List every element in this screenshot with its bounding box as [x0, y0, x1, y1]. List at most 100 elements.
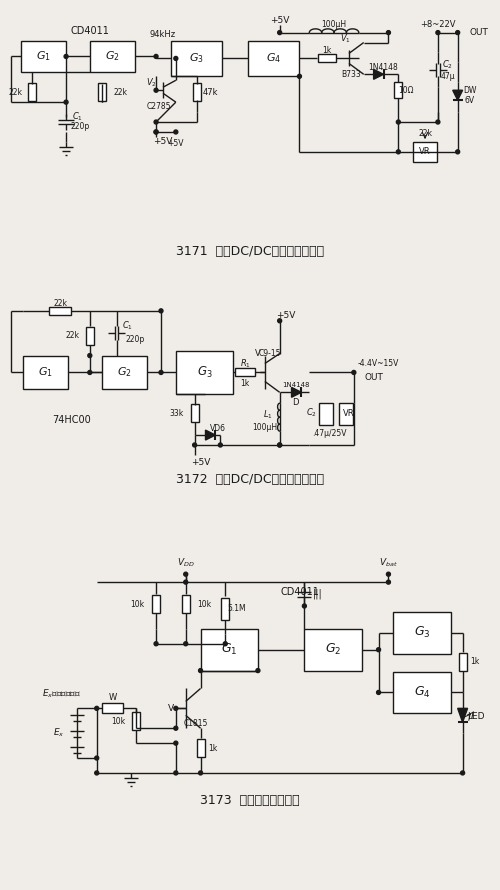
- Bar: [318, 54, 336, 62]
- Text: $V_{DD}$: $V_{DD}$: [177, 556, 194, 569]
- Text: 6V: 6V: [464, 95, 474, 105]
- Text: CD4011: CD4011: [70, 26, 109, 36]
- Text: V: V: [168, 704, 174, 713]
- Bar: [394, 672, 450, 713]
- Circle shape: [278, 443, 281, 447]
- Circle shape: [94, 756, 98, 760]
- Bar: [152, 595, 160, 613]
- Text: $G_2$: $G_2$: [325, 643, 341, 657]
- Text: .47μ/25V: .47μ/25V: [312, 429, 346, 438]
- Text: +5V: +5V: [191, 458, 210, 467]
- Bar: [86, 327, 94, 344]
- Circle shape: [154, 130, 158, 134]
- Text: +5V: +5V: [154, 137, 172, 146]
- Text: $L_1$: $L_1$: [263, 409, 272, 422]
- Text: 10Ω: 10Ω: [398, 85, 414, 94]
- Text: 47μ: 47μ: [440, 72, 455, 81]
- Circle shape: [184, 642, 188, 646]
- Text: $G_3$: $G_3$: [414, 626, 430, 641]
- Circle shape: [278, 30, 281, 35]
- Bar: [394, 82, 402, 98]
- Polygon shape: [452, 90, 462, 101]
- Text: 5.1M: 5.1M: [228, 604, 246, 613]
- Text: $C_2$: $C_2$: [442, 58, 454, 70]
- Circle shape: [174, 707, 178, 710]
- Circle shape: [460, 771, 464, 775]
- Bar: [339, 403, 353, 425]
- Circle shape: [224, 642, 228, 646]
- Text: $V_1$: $V_1$: [340, 32, 350, 44]
- Circle shape: [386, 572, 390, 576]
- Text: 10k: 10k: [198, 600, 211, 609]
- Circle shape: [154, 642, 158, 646]
- Text: 22k: 22k: [418, 129, 432, 139]
- Text: DW: DW: [463, 85, 476, 94]
- Bar: [319, 403, 333, 425]
- Text: +5V: +5V: [168, 140, 184, 149]
- Polygon shape: [374, 69, 384, 79]
- Bar: [132, 712, 140, 730]
- Bar: [176, 351, 233, 394]
- Circle shape: [302, 604, 306, 608]
- Text: $R_1$: $R_1$: [240, 357, 250, 369]
- Circle shape: [64, 54, 68, 59]
- Bar: [182, 595, 190, 613]
- Text: 1k: 1k: [470, 657, 479, 666]
- Bar: [90, 41, 136, 72]
- Text: $V_2$: $V_2$: [146, 76, 156, 88]
- Text: $G_4$: $G_4$: [266, 52, 281, 65]
- Polygon shape: [206, 430, 216, 440]
- Text: $V_{bat}$: $V_{bat}$: [379, 556, 398, 569]
- Text: $G_3$: $G_3$: [196, 365, 212, 380]
- Circle shape: [278, 443, 281, 447]
- Text: $E_x$为被检测电池: $E_x$为被检测电池: [42, 687, 82, 700]
- Bar: [394, 612, 450, 653]
- Text: $G_1$: $G_1$: [38, 366, 52, 379]
- Text: 3171  可调DC/DC小功率变换器一: 3171 可调DC/DC小功率变换器一: [176, 245, 324, 258]
- Circle shape: [154, 130, 158, 134]
- Text: $G_1$: $G_1$: [36, 50, 51, 63]
- Text: +8~22V: +8~22V: [420, 20, 456, 29]
- Text: 220p: 220p: [126, 336, 145, 344]
- Circle shape: [198, 771, 202, 775]
- Text: $C_2$: $C_2$: [306, 407, 317, 419]
- Text: 1N4148: 1N4148: [368, 63, 398, 72]
- Bar: [28, 84, 36, 101]
- Text: +5V: +5V: [276, 312, 295, 320]
- Circle shape: [278, 319, 281, 323]
- Text: 74HC00: 74HC00: [52, 415, 92, 425]
- Text: VR: VR: [419, 148, 431, 157]
- Circle shape: [159, 370, 163, 375]
- Circle shape: [174, 130, 178, 134]
- Text: 3172  可调DC/DC小功率变换器二: 3172 可调DC/DC小功率变换器二: [176, 473, 324, 486]
- Text: VD6: VD6: [210, 424, 226, 433]
- Circle shape: [184, 580, 188, 584]
- Circle shape: [154, 88, 158, 93]
- Text: VR: VR: [343, 409, 354, 417]
- Circle shape: [376, 691, 380, 694]
- Circle shape: [154, 54, 158, 59]
- Text: OUT: OUT: [470, 28, 488, 37]
- Text: |||: |||: [312, 589, 322, 599]
- Bar: [222, 598, 229, 620]
- Bar: [102, 356, 147, 389]
- Circle shape: [154, 120, 158, 124]
- Text: $G_4$: $G_4$: [414, 685, 430, 700]
- Circle shape: [94, 771, 98, 775]
- Circle shape: [376, 648, 380, 651]
- Bar: [190, 404, 198, 422]
- Circle shape: [174, 56, 178, 61]
- Circle shape: [396, 120, 400, 124]
- Text: $C_1$: $C_1$: [72, 111, 84, 124]
- Text: 47k: 47k: [202, 88, 218, 97]
- Text: 220p: 220p: [70, 123, 90, 132]
- Circle shape: [88, 370, 92, 375]
- Circle shape: [88, 353, 92, 358]
- Text: $G_2$: $G_2$: [105, 50, 120, 63]
- Bar: [98, 84, 106, 101]
- Text: $G_2$: $G_2$: [117, 366, 132, 379]
- Circle shape: [174, 741, 178, 745]
- Bar: [192, 84, 200, 101]
- Circle shape: [184, 572, 188, 576]
- Circle shape: [174, 726, 178, 730]
